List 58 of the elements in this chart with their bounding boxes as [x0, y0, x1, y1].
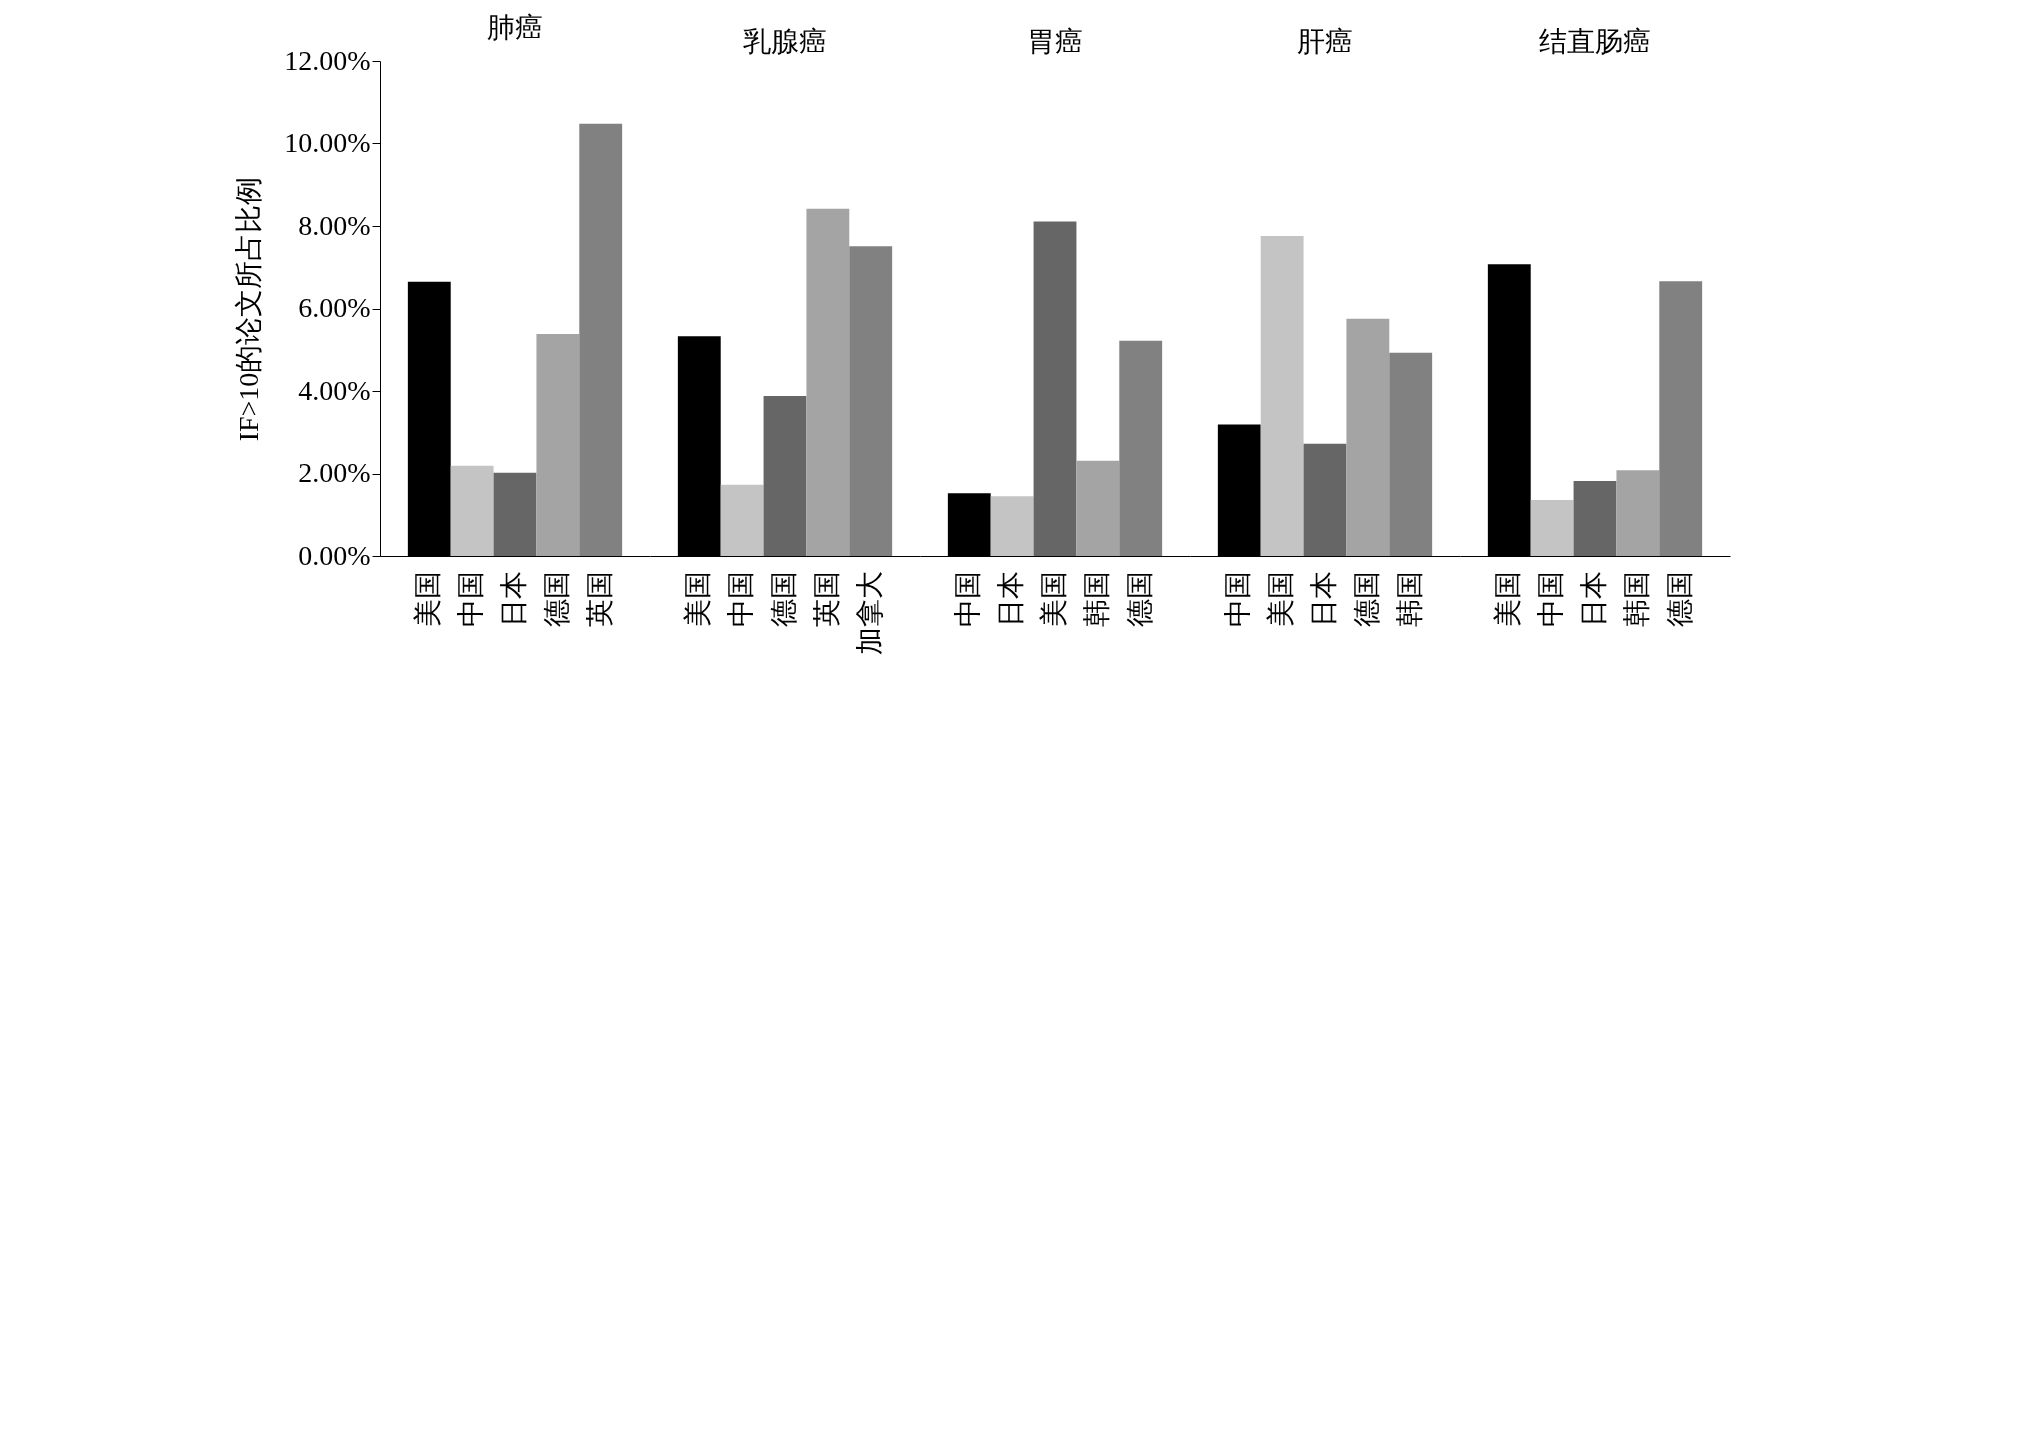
x-tick-label: 加拿大	[853, 570, 885, 655]
x-tick-label: 德国	[1350, 570, 1382, 627]
x-tick-label: 英国	[810, 570, 842, 627]
y-tick-label: 4.00%	[298, 374, 371, 406]
x-tick-label: 中国	[1535, 570, 1567, 627]
x-tick-label: 美国	[1492, 570, 1524, 627]
bar	[849, 246, 893, 556]
y-tick-label: 2.00%	[298, 457, 371, 488]
chart-title: 胃癌	[1027, 26, 1083, 57]
bar	[1076, 460, 1120, 556]
y-tick-label: 10.00%	[284, 127, 371, 158]
y-tick-label: 6.00%	[298, 292, 371, 323]
x-tick-label: 日本	[1308, 570, 1339, 627]
y-tick-label: 8.00%	[298, 209, 371, 241]
x-tick-label: 德国	[768, 570, 799, 627]
y-tick-label: 12.00%	[284, 44, 371, 76]
bar	[1389, 352, 1433, 556]
x-tick-label: 美国	[1038, 570, 1069, 627]
x-tick-label: 中国	[725, 570, 757, 627]
x-tick-label: 日本	[498, 570, 529, 627]
x-tick-label: 中国	[952, 570, 984, 627]
x-tick-label: 美国	[682, 570, 714, 627]
x-tick-label: 韩国	[1620, 570, 1652, 627]
x-tick-label: 美国	[412, 570, 444, 627]
y-tick-label: 0.00%	[298, 539, 371, 571]
bar	[1346, 318, 1390, 556]
bar	[763, 395, 807, 556]
bar	[1260, 235, 1304, 556]
chart-title: 肺癌	[487, 12, 543, 43]
x-tick-label: 日本	[1578, 570, 1609, 627]
x-tick-label: 美国	[1265, 570, 1297, 627]
chart-title: 肝癌	[1297, 26, 1353, 57]
x-tick-label: 中国	[1222, 570, 1254, 627]
bar	[536, 334, 580, 556]
bar	[493, 472, 537, 556]
y-axis-title: IF>10的论文所占比例	[233, 176, 265, 442]
x-tick-label: 德国	[540, 570, 572, 627]
x-tick-label: 德国	[1663, 570, 1695, 627]
x-tick-label: 韩国	[1393, 570, 1425, 627]
bar	[1033, 221, 1077, 556]
bar	[720, 484, 764, 556]
chart-title: 结直肠癌	[1539, 26, 1651, 57]
bar	[990, 496, 1034, 556]
bar	[1303, 443, 1347, 556]
bar	[1530, 499, 1574, 556]
x-tick-label: 韩国	[1080, 570, 1112, 627]
bar	[1573, 480, 1617, 556]
bar	[806, 208, 850, 556]
chart-title: 乳腺癌	[743, 26, 827, 57]
bar	[1119, 340, 1163, 556]
x-tick-label: 英国	[583, 570, 615, 627]
x-tick-label: 日本	[995, 570, 1027, 627]
bar	[1616, 470, 1660, 556]
bar	[579, 123, 623, 556]
x-tick-label: 中国	[455, 570, 487, 627]
bar	[450, 465, 494, 556]
x-tick-label: 德国	[1123, 570, 1155, 627]
bar	[1659, 281, 1703, 556]
